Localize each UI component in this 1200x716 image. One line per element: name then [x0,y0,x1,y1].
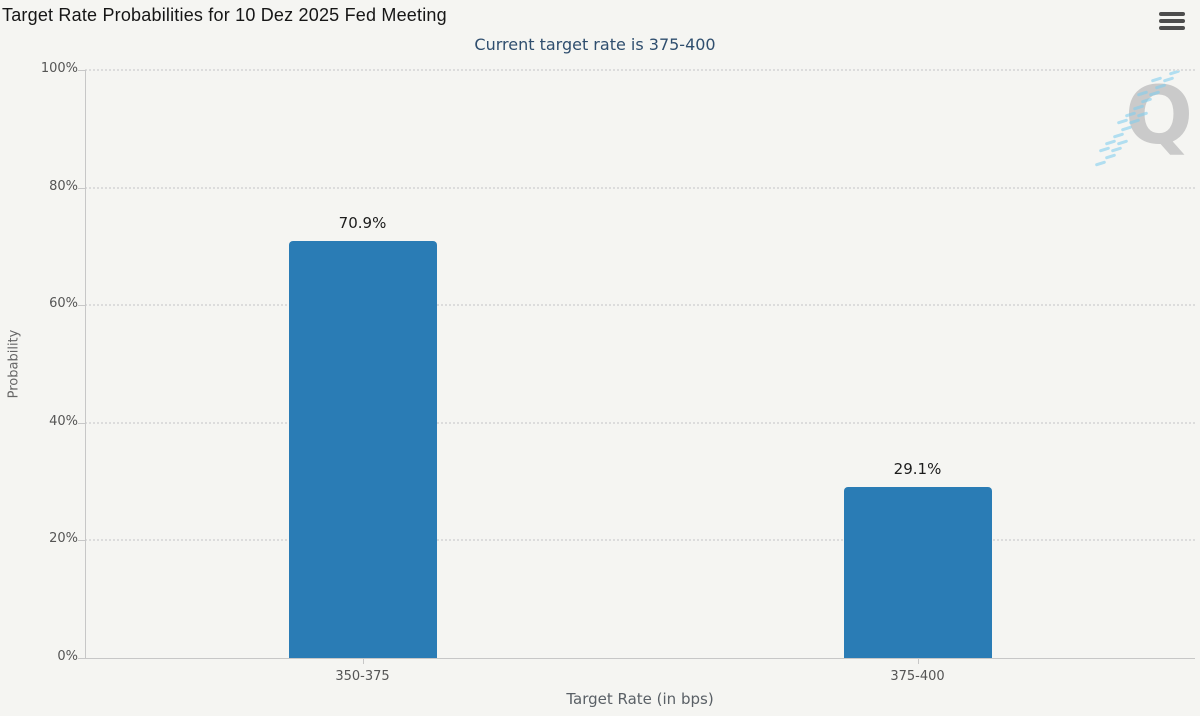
y-tick-mark [78,658,85,659]
watermark-dash [1112,132,1125,139]
watermark-dash [1104,153,1117,160]
hamburger-menu-icon[interactable] [1157,9,1187,33]
x-axis-title: Target Rate (in bps) [566,690,714,708]
y-tick-label: 0% [57,649,78,664]
bar[interactable] [288,241,437,658]
chart-title: Target Rate Probabilities for 10 Dez 202… [2,5,447,25]
gridline [85,186,1195,189]
x-tick-mark [917,658,919,664]
y-tick-label: 40% [49,413,78,429]
hamburger-bar [1159,19,1185,23]
x-tick-label: 375-400 [890,669,945,684]
x-tick-label: 350-375 [335,669,390,684]
watermark-dash [1104,139,1117,146]
logo-q-watermark: Q [1093,69,1195,174]
watermark-dash [1094,160,1107,167]
y-axis-line [85,70,86,658]
chart-subtitle: Current target rate is 375-400 [474,35,716,54]
y-tick-label: 100% [40,61,78,76]
hamburger-bar [1159,26,1185,30]
bar[interactable] [843,486,992,658]
x-axis-line [85,658,1195,659]
gridline [85,69,1195,71]
y-tick-label: 60% [49,296,78,312]
x-tick-mark [362,658,364,664]
y-tick-mark [78,70,85,71]
y-tick-label: 20% [49,531,78,547]
gridline [85,539,1195,542]
hamburger-bar [1159,12,1185,16]
gridline [85,304,1195,307]
bar-value-label: 70.9% [338,214,387,233]
y-axis-title: Probability [6,329,22,399]
watermark-dash [1110,146,1123,153]
gridline [85,421,1195,424]
watermark-dash [1098,146,1111,153]
y-tick-mark [78,187,85,189]
logo-q-letter: Q [1124,69,1193,162]
y-tick-label: 80% [49,178,78,194]
y-tick-mark [78,540,85,542]
bar-value-label: 29.1% [893,459,942,478]
y-tick-mark [78,305,85,307]
y-tick-mark [78,422,85,424]
